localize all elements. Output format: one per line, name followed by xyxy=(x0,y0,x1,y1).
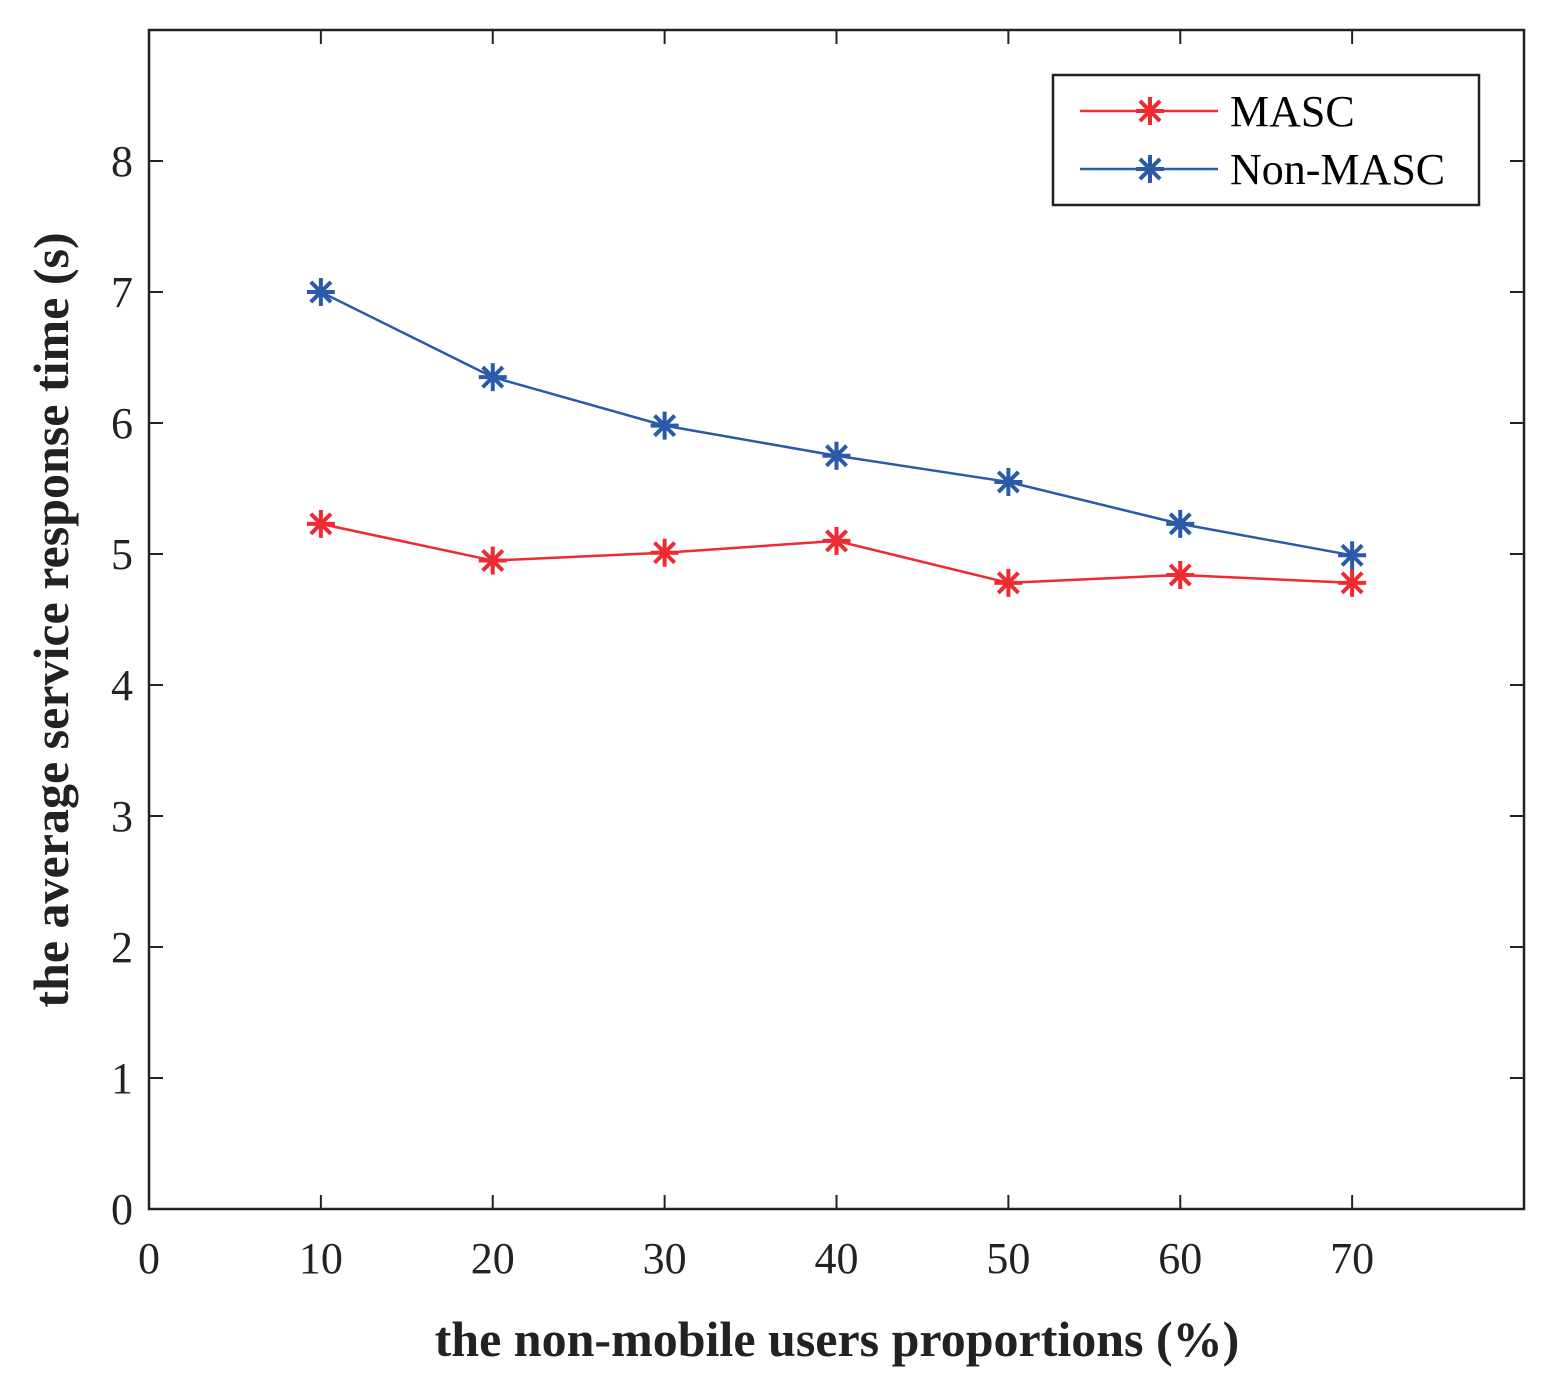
legend-item: Non-MASC xyxy=(1080,145,1445,194)
y-tick-label: 0 xyxy=(111,1185,133,1234)
y-tick-label: 8 xyxy=(111,137,133,186)
legend-label: Non-MASC xyxy=(1230,145,1445,194)
y-tick-label: 2 xyxy=(111,923,133,972)
y-tick-label: 7 xyxy=(111,268,133,317)
x-tick-label: 40 xyxy=(815,1234,859,1283)
y-tick-label: 5 xyxy=(111,530,133,579)
legend-marker xyxy=(1136,155,1164,183)
data-point-marker xyxy=(1338,568,1367,597)
data-point-marker xyxy=(1338,541,1367,570)
data-point-marker xyxy=(650,411,679,440)
y-axis-label: the average service response time (s) xyxy=(23,232,79,1007)
data-point-marker xyxy=(1166,560,1195,589)
y-tick-label: 4 xyxy=(111,661,133,710)
x-tick-label: 50 xyxy=(986,1234,1030,1283)
data-point-marker xyxy=(994,568,1023,597)
x-tick-label: 30 xyxy=(643,1234,687,1283)
legend: MASC Non-MASC xyxy=(1051,73,1481,207)
x-axis-label: the non-mobile users proportions (%) xyxy=(435,1311,1240,1367)
series-non-masc xyxy=(306,278,1367,570)
data-point-marker xyxy=(650,538,679,567)
y-tick-label: 3 xyxy=(111,792,133,841)
data-point-marker xyxy=(822,441,851,470)
data-point-marker xyxy=(306,278,335,306)
plot-frame xyxy=(147,28,1526,1211)
data-point-marker xyxy=(478,363,507,392)
x-tick-label: 70 xyxy=(1330,1234,1374,1283)
legend-label: MASC xyxy=(1230,87,1355,136)
data-point-marker xyxy=(478,546,507,575)
x-tick-label: 0 xyxy=(138,1234,160,1283)
legend-box xyxy=(1051,73,1481,207)
x-tick-label: 20 xyxy=(471,1234,515,1283)
data-point-marker xyxy=(822,526,851,555)
data-point-marker xyxy=(994,467,1023,496)
x-tick-label: 60 xyxy=(1158,1234,1202,1283)
data-point-marker xyxy=(306,509,335,538)
x-tick-label: 10 xyxy=(299,1234,343,1283)
legend-marker xyxy=(1136,97,1164,125)
series-line xyxy=(320,290,1353,557)
data-point-marker xyxy=(1166,509,1195,538)
y-tick-label: 1 xyxy=(111,1054,133,1103)
legend-item: MASC xyxy=(1080,87,1355,136)
y-tick-label: 6 xyxy=(111,399,133,448)
series-masc xyxy=(306,509,1367,597)
